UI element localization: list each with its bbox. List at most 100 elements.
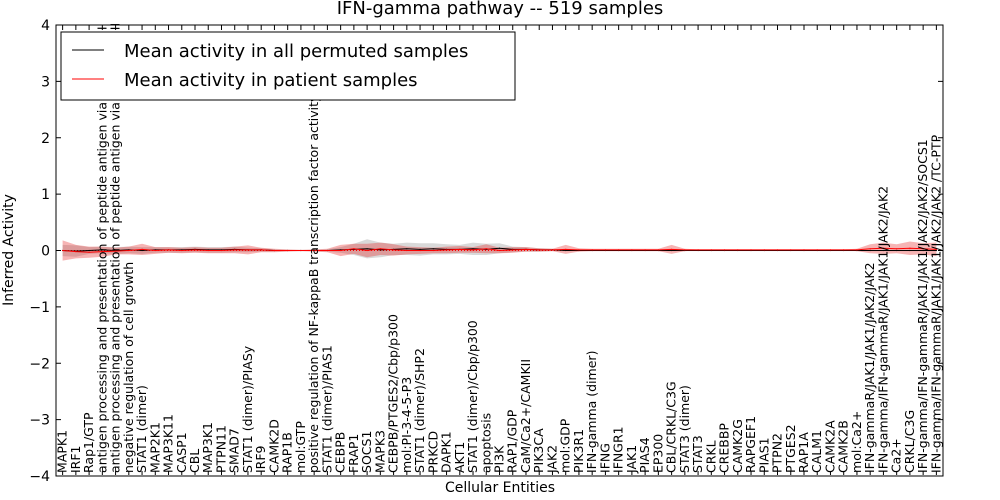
patient-point (432, 249, 434, 252)
x-tick-label: PRKCD (425, 431, 440, 473)
patient-point (393, 249, 395, 251)
patient-point (498, 249, 501, 252)
permuted-point (671, 249, 673, 252)
x-tick-label: RAP1/GDP (505, 409, 520, 473)
legend-label-patient: Mean activity in patient samples (124, 70, 418, 91)
patient-point (340, 249, 342, 252)
x-tick-label: CEBPB/PTGES2/Cbp/p300 (386, 314, 401, 473)
patient-point (62, 249, 64, 252)
x-tick-label: Ca2+ (889, 438, 904, 473)
patient-point (194, 249, 196, 251)
y-tick-label: 0 (41, 244, 50, 260)
x-tick-label: PIAS4 (637, 437, 652, 473)
y-tick-label: −4 (29, 469, 50, 485)
permuted-point (88, 249, 90, 252)
x-tick-label: STAT1 (dimer)/SHP2 (412, 348, 427, 473)
patient-point (273, 249, 275, 252)
x-tick-label: CEBPB (333, 432, 348, 473)
patient-point (101, 251, 103, 253)
x-tick-label: IFN-gamma/IFN-gammaR/JAK1/JAK1/JAK2/JAK2… (915, 139, 930, 473)
patient-point (803, 249, 805, 251)
patient-point (326, 249, 328, 252)
permuted-point (909, 249, 911, 252)
x-tick-label: CRKL/C3G (902, 410, 917, 473)
x-tick-label: PIK3CA (531, 428, 546, 473)
x-tick-label: PIK3R1 (571, 429, 586, 473)
legend-label-permuted: Mean activity in all permuted samples (124, 41, 468, 62)
x-tick-label: MAPK3 (372, 430, 387, 473)
patient-point (313, 249, 315, 252)
permuted-point (419, 248, 421, 250)
patient-point (750, 249, 752, 251)
x-tick-label: JAK2 (545, 445, 560, 474)
x-tick-label: PTPN2 (770, 433, 785, 473)
legend: Mean activity in all permuted samples Me… (60, 31, 516, 101)
patient-point (353, 248, 355, 250)
patient-point (167, 249, 170, 251)
patient-point (776, 249, 779, 251)
patient-point (816, 249, 818, 251)
patient-point (538, 249, 540, 251)
legend-box (60, 31, 516, 101)
y-tick-label: −1 (29, 300, 50, 316)
patient-point (896, 248, 898, 250)
patient-point (631, 249, 633, 251)
permuted-point (432, 248, 434, 250)
x-tick-label: DAPK1 (439, 431, 454, 473)
x-tick-label: IFNGR1 (611, 426, 626, 473)
patient-point (485, 248, 487, 250)
x-tick-label: IFN-gammaR/JAK1/JAK1/JAK2/JAK2 (862, 262, 877, 473)
x-tick-label: MAP3K1 (200, 422, 215, 473)
x-tick-label: IRF1 (68, 446, 83, 474)
x-tick-label: RAP1B (280, 432, 295, 473)
permuted-point (565, 249, 567, 252)
permuted-point (406, 248, 408, 250)
chart-title: IFN-gamma pathway -- 519 samples (337, 0, 664, 19)
patient-point (618, 249, 620, 251)
x-tick-label: CAMK2B (836, 420, 851, 473)
x-tick-label: STAT3 (dimer) (677, 385, 692, 473)
patient-point (737, 249, 739, 251)
x-tick-label: mol:GDP (558, 418, 573, 473)
x-tick-label: antigen processing and presentation of p… (94, 26, 109, 473)
permuted-point (935, 249, 938, 252)
x-tick-label: mol:Ca2+ (849, 411, 864, 473)
x-tick-label: IFN-gamma/IFN-gammaR/JAK1/JAK1/JAK2/JAK2… (928, 134, 943, 473)
patient-point (260, 249, 262, 251)
patient-point (591, 249, 593, 251)
x-tick-label: SOCS1 (359, 431, 374, 473)
permuted-point (498, 247, 501, 249)
patient-point (869, 248, 871, 250)
patient-point (154, 249, 156, 252)
patient-point (406, 249, 408, 252)
patient-point (379, 248, 381, 250)
patient-point (657, 249, 660, 251)
patient-point (790, 249, 792, 251)
x-tick-label: IFNG (597, 443, 612, 473)
x-tick-label: CAMK2A (823, 420, 838, 473)
x-tick-label: SMAD7 (227, 428, 242, 473)
x-tick-label: MAP3K11 (161, 414, 176, 473)
x-tick-label: PTPN11 (214, 425, 229, 473)
patient-point (234, 249, 236, 251)
x-tick-label: mol:GTP (293, 421, 308, 473)
x-tick-label: CaM/Ca2+/CAMKII (518, 359, 533, 473)
patient-point (843, 249, 845, 251)
patient-point (512, 249, 514, 251)
x-tick-label: PTGES2 (783, 424, 798, 473)
patient-point (525, 248, 527, 250)
x-tick-label: Rap1/GTP (81, 412, 96, 473)
permuted-point (472, 248, 474, 250)
y-tick-label: 3 (41, 74, 50, 90)
x-tick-label: STAT1 (dimer)/PIASy (240, 345, 255, 473)
permuted-point (379, 249, 381, 251)
patient-point (710, 249, 712, 251)
patient-point (247, 249, 249, 251)
y-tick-label: −2 (29, 356, 50, 372)
x-tick-label: CREBBP (717, 423, 732, 473)
patient-point (829, 249, 832, 251)
x-tick-label: CAMK2G (730, 419, 745, 473)
patient-point (684, 249, 686, 251)
patient-point (181, 249, 183, 252)
